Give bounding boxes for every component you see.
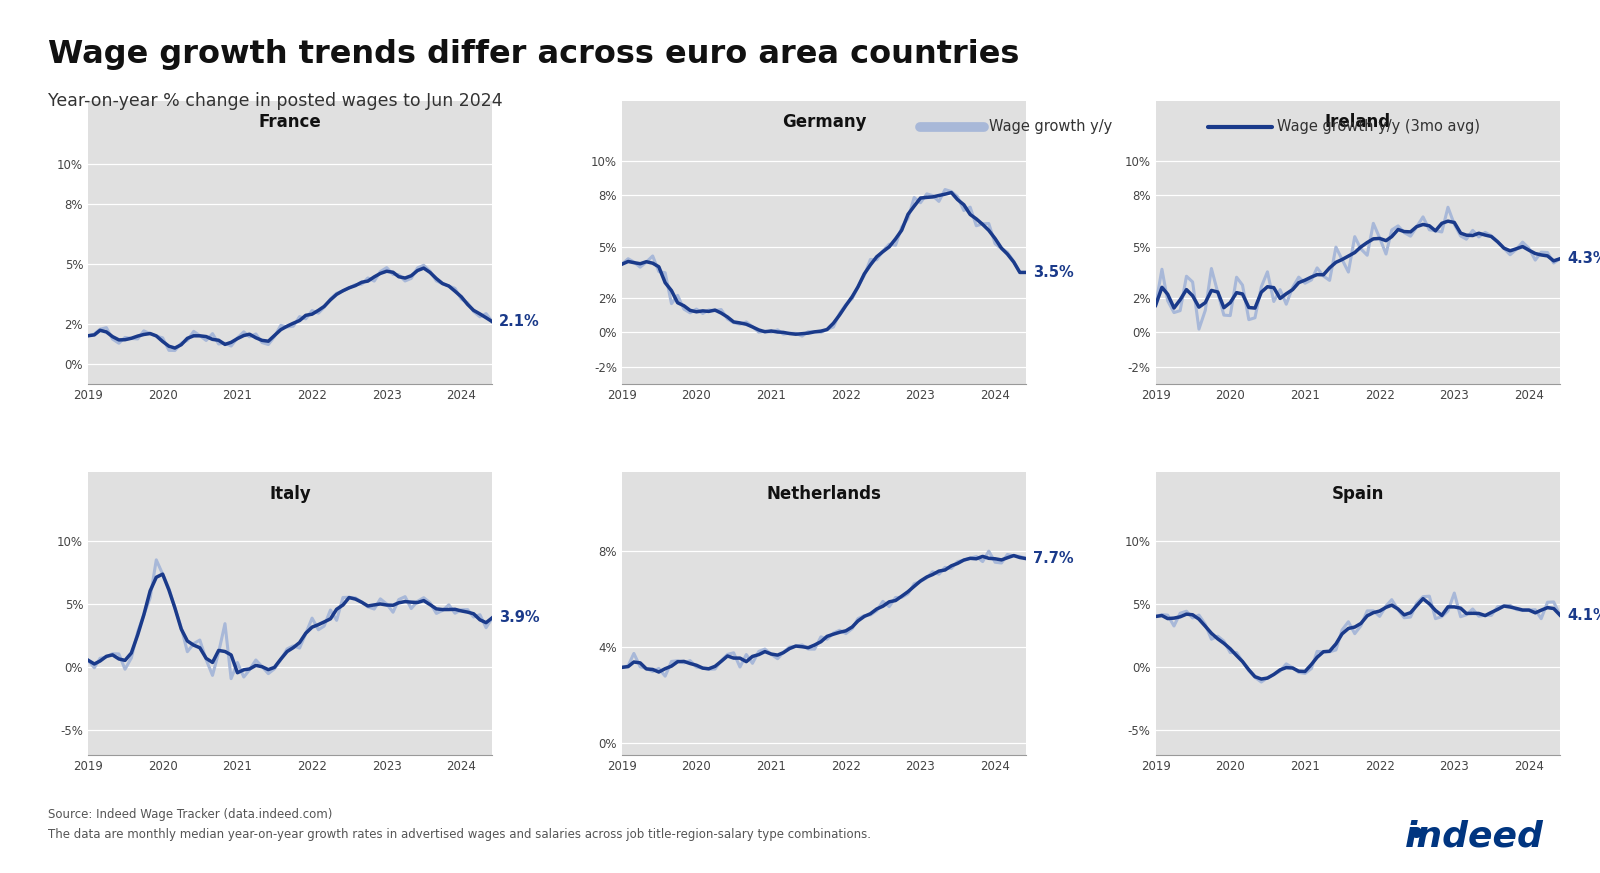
FancyBboxPatch shape <box>88 101 493 144</box>
FancyBboxPatch shape <box>1155 101 1560 144</box>
Text: Wage growth y/y: Wage growth y/y <box>989 119 1112 134</box>
Text: •: • <box>1405 817 1427 856</box>
Text: 7.7%: 7.7% <box>1034 551 1074 566</box>
Text: 4.1%: 4.1% <box>1566 608 1600 622</box>
Text: Ireland: Ireland <box>1325 113 1390 132</box>
Text: 4.3%: 4.3% <box>1566 251 1600 266</box>
Text: 2.1%: 2.1% <box>499 314 541 329</box>
Text: Italy: Italy <box>269 485 310 503</box>
FancyBboxPatch shape <box>622 472 1026 515</box>
Text: indeed: indeed <box>1405 820 1544 853</box>
Text: Netherlands: Netherlands <box>766 485 882 503</box>
Text: 3.5%: 3.5% <box>1034 265 1074 280</box>
Text: Year-on-year % change in posted wages to Jun 2024: Year-on-year % change in posted wages to… <box>48 92 502 110</box>
Text: France: France <box>259 113 322 132</box>
Text: Wage growth y/y (3mo avg): Wage growth y/y (3mo avg) <box>1277 119 1480 134</box>
FancyBboxPatch shape <box>88 472 493 515</box>
FancyBboxPatch shape <box>622 101 1026 144</box>
Text: Wage growth trends differ across euro area countries: Wage growth trends differ across euro ar… <box>48 39 1019 71</box>
Text: Germany: Germany <box>782 113 866 132</box>
Text: Source: Indeed Wage Tracker (data.indeed.com): Source: Indeed Wage Tracker (data.indeed… <box>48 808 333 821</box>
Text: Spain: Spain <box>1331 485 1384 503</box>
FancyBboxPatch shape <box>1155 472 1560 515</box>
Text: The data are monthly median year-on-year growth rates in advertised wages and sa: The data are monthly median year-on-year… <box>48 828 870 841</box>
Text: 3.9%: 3.9% <box>499 610 539 625</box>
